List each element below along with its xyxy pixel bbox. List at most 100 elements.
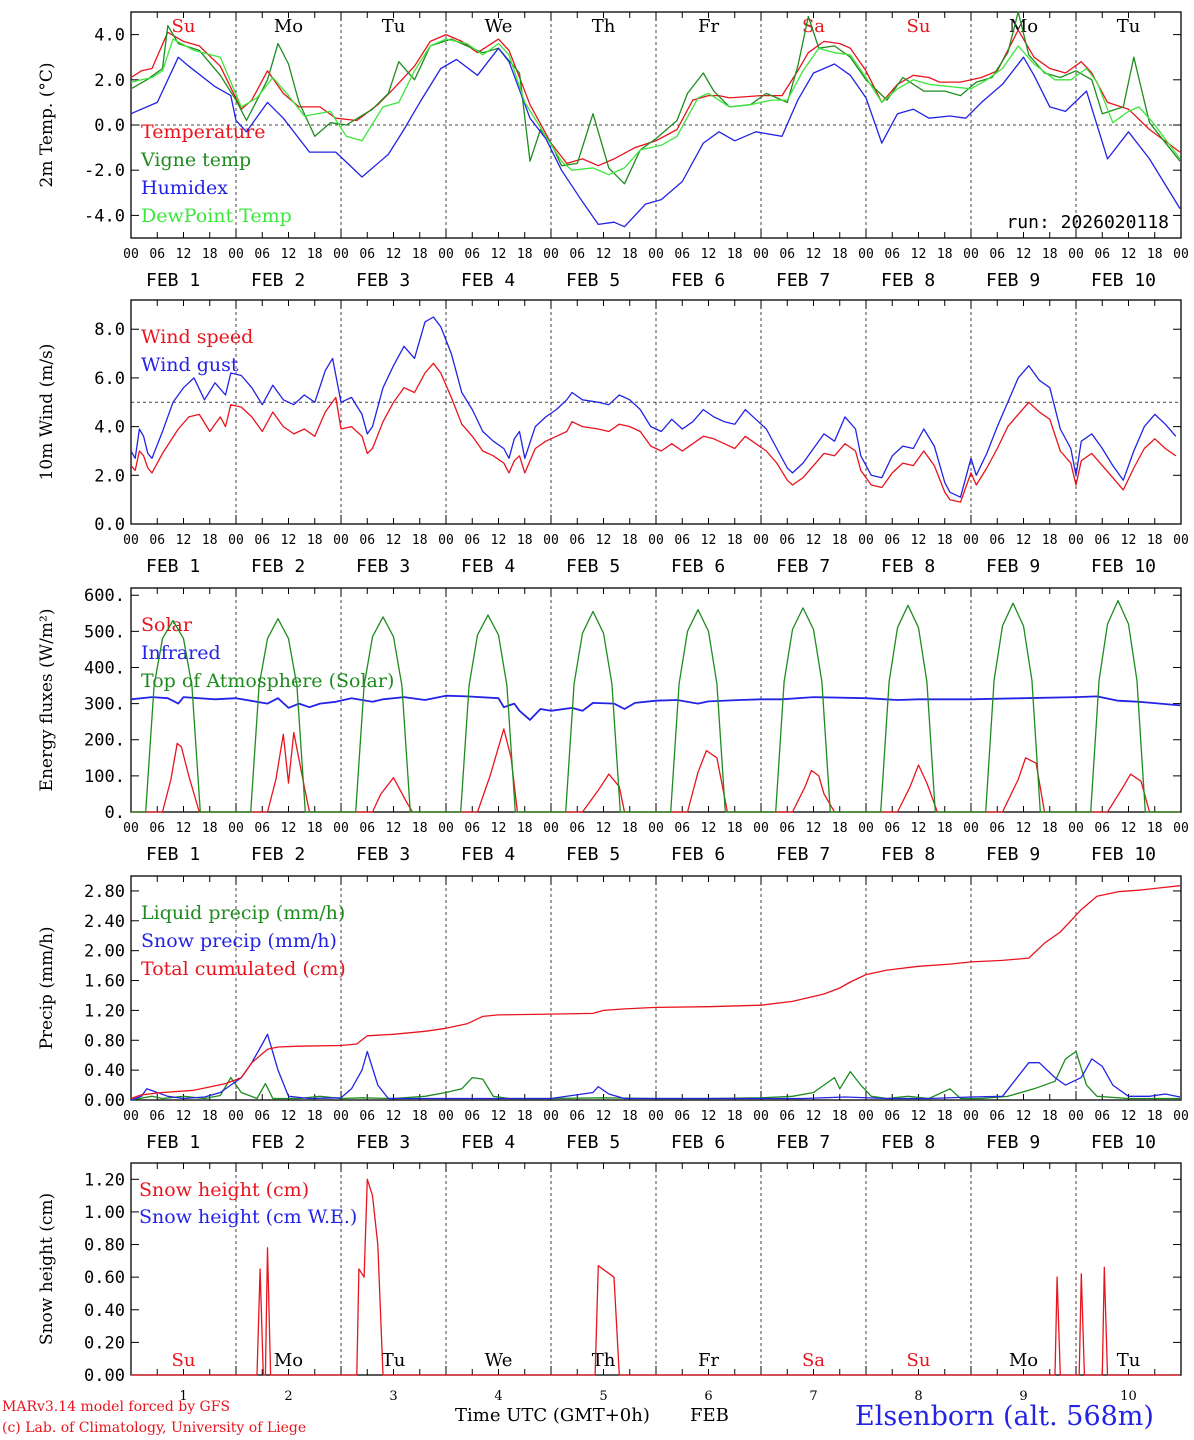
series-line-top-of-atmosphere-solar: [131, 599, 1180, 813]
x-hour-label: 12: [701, 1109, 717, 1124]
x-hour-label: 00: [648, 247, 664, 262]
x-hour-label: 06: [779, 533, 795, 548]
x-hour-label: 06: [149, 1109, 165, 1124]
x-hour-label: 18: [412, 821, 428, 836]
x-hour-label: 00: [228, 533, 244, 548]
y-tick-label: 600.: [84, 586, 125, 606]
x-hour-label: 06: [989, 533, 1005, 548]
series-line-wind-speed: [130, 362, 1177, 503]
x-hour-label: 12: [1016, 821, 1032, 836]
x-date-label: FEB 2: [251, 270, 305, 291]
x-hour-label: 18: [517, 1109, 533, 1124]
x-hour-label: 18: [622, 247, 638, 262]
x-hour-label: 06: [254, 247, 270, 262]
x-date-label: FEB 9: [986, 270, 1040, 291]
x-hour-label: 12: [1016, 247, 1032, 262]
x-hour-label: 18: [1147, 821, 1163, 836]
x-hour-label: 06: [989, 247, 1005, 262]
x-hour-label: 12: [176, 821, 192, 836]
series-line-snow-precip-mm-h: [130, 1033, 1181, 1101]
x-date-label: FEB 8: [881, 270, 935, 291]
panel-frame: [130, 299, 1182, 525]
x-hour-label: 06: [464, 821, 480, 836]
day-of-week-label: Tu: [382, 1350, 406, 1371]
x-hour-label: 12: [281, 533, 297, 548]
x-date-label: FEB 6: [671, 270, 725, 291]
x-day-number: 6: [704, 1389, 712, 1404]
x-hour-label: 12: [596, 1109, 612, 1124]
x-hour-label: 06: [989, 1109, 1005, 1124]
x-hour-label: 00: [753, 1109, 769, 1124]
x-hour-label: 06: [674, 821, 690, 836]
x-date-label: FEB 8: [881, 556, 935, 577]
day-of-week-label: Mo: [274, 1350, 303, 1371]
x-hour-label: 18: [517, 533, 533, 548]
x-hour-label: 18: [202, 533, 218, 548]
x-hour-label: 18: [1147, 1109, 1163, 1124]
x-hour-label: 18: [937, 821, 953, 836]
x-date-label: FEB 4: [461, 1132, 515, 1153]
x-hour-label: 00: [858, 247, 874, 262]
x-hour-label: 18: [307, 1109, 323, 1124]
legend-entry: Humidex: [141, 177, 228, 199]
x-date-label: FEB 9: [986, 556, 1040, 577]
x-hour-label: 06: [464, 1109, 480, 1124]
x-date-label: FEB 2: [251, 1132, 305, 1153]
series-line-snow-height-cm: [131, 1178, 1180, 1376]
x-hour-label: 18: [517, 821, 533, 836]
x-hour-label: 00: [123, 533, 139, 548]
day-of-week-label: Fr: [698, 16, 719, 37]
legend-entry: Wind gust: [141, 354, 239, 376]
x-date-label: FEB 7: [776, 270, 830, 291]
legend-entry: Snow height (cm W.E.): [139, 1206, 357, 1228]
x-axis-month: FEB: [690, 1405, 729, 1426]
y-tick-label: 0.00: [84, 1366, 125, 1386]
x-hour-label: 12: [1016, 1109, 1032, 1124]
day-of-week-label: Th: [592, 16, 616, 37]
x-hour-label: 06: [779, 1109, 795, 1124]
x-hour-label: 06: [779, 821, 795, 836]
x-date-label: FEB 10: [1091, 844, 1156, 865]
x-hour-label: 18: [727, 247, 743, 262]
x-hour-label: 06: [884, 821, 900, 836]
x-hour-label: 00: [543, 533, 559, 548]
x-hour-label: 18: [727, 1109, 743, 1124]
x-axis-title: Time UTC (GMT+0h): [455, 1405, 650, 1426]
day-of-week-label: Tu: [1117, 16, 1141, 37]
y-tick-label: 2.80: [84, 882, 125, 902]
x-hour-label: 06: [674, 247, 690, 262]
x-hour-label: 00: [963, 533, 979, 548]
y-tick-label: 0.40: [84, 1061, 125, 1081]
panel-precip: 0.00 0.40 0.80 1.20 1.60 2.00 2.40 2.80 Precip (…: [37, 875, 1189, 1153]
x-hour-label: 06: [149, 821, 165, 836]
day-of-week-label: We: [485, 16, 513, 37]
x-date-label: FEB 5: [566, 1132, 620, 1153]
x-hour-label: 00: [438, 533, 454, 548]
x-hour-label: 06: [569, 247, 585, 262]
x-hour-label: 00: [1068, 247, 1084, 262]
series-line-infrared: [130, 694, 1181, 721]
x-hour-label: 06: [569, 1109, 585, 1124]
x-date-label: FEB 7: [776, 844, 830, 865]
x-hour-label: 18: [727, 821, 743, 836]
legend-entry: Liquid precip (mm/h): [141, 902, 345, 924]
day-of-week-label: Mo: [1009, 1350, 1038, 1371]
x-hour-label: 12: [281, 1109, 297, 1124]
x-hour-label: 18: [1042, 247, 1058, 262]
y-tick-label: -4.0: [84, 206, 125, 226]
y-tick-label: 200.: [84, 731, 125, 751]
x-hour-label: 12: [281, 821, 297, 836]
legend-entry: Top of Atmosphere (Solar): [141, 670, 394, 692]
x-date-label: FEB 1: [146, 844, 200, 865]
model-credit: MARv3.14 model forced by GFS: [2, 1399, 231, 1415]
x-hour-label: 18: [202, 247, 218, 262]
x-hour-label: 06: [359, 1109, 375, 1124]
x-hour-label: 00: [1068, 533, 1084, 548]
x-date-label: FEB 5: [566, 556, 620, 577]
x-hour-label: 18: [727, 533, 743, 548]
x-hour-label: 00: [438, 1109, 454, 1124]
series-line-solar: [131, 728, 1180, 813]
legend-entry: Wind speed: [141, 326, 253, 348]
day-of-week-label: Tu: [382, 16, 406, 37]
